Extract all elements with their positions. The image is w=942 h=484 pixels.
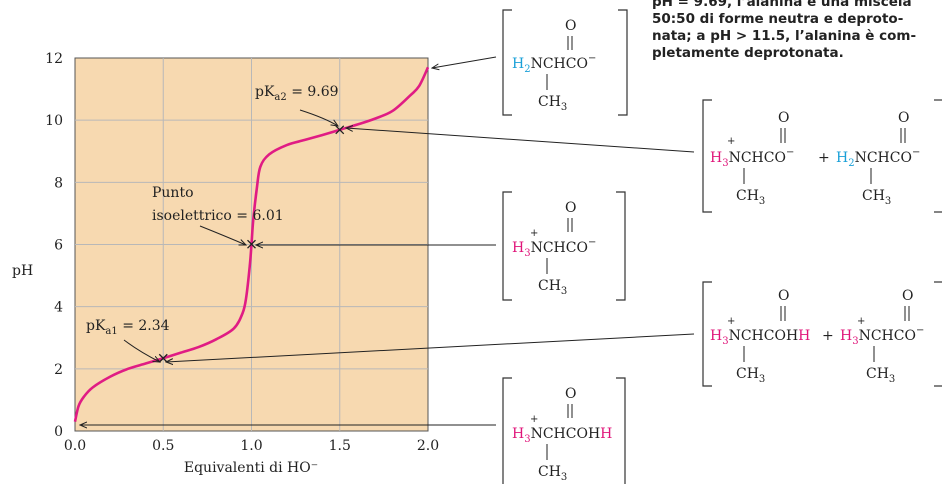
- svg-text:H3NCHCO−: H3NCHCO−: [512, 237, 596, 259]
- svg-text:O: O: [565, 18, 576, 34]
- svg-text:+: +: [822, 328, 834, 344]
- svg-text:+: +: [530, 414, 538, 425]
- svg-text:CH3: CH3: [736, 366, 765, 385]
- isoelectric-label-line1: Punto: [152, 185, 194, 201]
- svg-text:CH3: CH3: [736, 188, 765, 207]
- arrow-to-pka2: [346, 128, 695, 153]
- pka2-arrow: [299, 109, 338, 126]
- y-tick-label: 4: [54, 300, 63, 316]
- point-marker-x: [335, 125, 345, 135]
- svg-text:+: +: [818, 150, 830, 166]
- structure-mix-pka2: O + H3NCHCO− CH3 + O H2NCHCO− CH3: [702, 99, 942, 213]
- pka2-label: pKa2 = 9.69: [255, 84, 339, 103]
- isoelectric-arrow: [199, 225, 246, 245]
- svg-text:O: O: [898, 110, 909, 126]
- svg-text:CH3: CH3: [862, 188, 891, 207]
- svg-text:CH3: CH3: [538, 464, 567, 483]
- pka1-label: pKa1 = 2.34: [86, 318, 170, 337]
- svg-text:CH3: CH3: [866, 366, 895, 385]
- caption-line: 50:50 di forme neutra e deproto-: [652, 11, 904, 27]
- svg-text:CH3: CH3: [538, 278, 567, 297]
- svg-text:O: O: [902, 288, 913, 304]
- svg-text:H3NCHCO−: H3NCHCO−: [840, 325, 924, 347]
- y-axis-title: pH: [12, 263, 33, 279]
- structure-deprotonated: O H2NCHCO− CH3: [502, 9, 628, 116]
- caption-line: nata; a pH > 11.5, l’alanina è com-: [652, 28, 917, 44]
- x-tick-label: 1.0: [240, 438, 262, 454]
- svg-text:H2NCHCO−: H2NCHCO−: [836, 147, 920, 169]
- y-tick-label: 10: [45, 113, 63, 129]
- y-tick-label: 8: [54, 175, 63, 191]
- svg-text:CH3: CH3: [538, 94, 567, 113]
- svg-text:+: +: [857, 316, 865, 327]
- svg-text:H3NCHCO−: H3NCHCO−: [710, 147, 794, 169]
- structure-mix-pka1: O + H3NCHCOHH CH3 + O + H3NCHCO− CH3: [702, 281, 942, 387]
- svg-text:+: +: [727, 316, 735, 327]
- svg-text:O: O: [778, 288, 789, 304]
- x-tick-label: 2.0: [417, 438, 439, 454]
- y-tick-label: 12: [45, 51, 63, 67]
- isoelectric-label-line2: isoelettrico = 6.01: [152, 208, 284, 224]
- svg-text:H3NCHCOHH: H3NCHCOHH: [512, 426, 612, 445]
- svg-text:O: O: [565, 200, 576, 216]
- svg-text:+: +: [530, 228, 538, 239]
- x-tick-label: 0.0: [64, 438, 86, 454]
- svg-text:O: O: [565, 386, 576, 402]
- x-axis-title: Equivalenti di HO⁻: [184, 460, 318, 476]
- arrow-to-end: [432, 56, 497, 68]
- caption-line: pH = 9.69, l’alanina è una miscela: [652, 0, 912, 10]
- caption-line: pletamente deprotonata.: [652, 45, 844, 61]
- svg-text:O: O: [778, 110, 789, 126]
- titration-curve: [73, 66, 430, 422]
- svg-text:+: +: [727, 136, 735, 147]
- x-tick-label: 0.5: [152, 438, 174, 454]
- pka1-arrow: [123, 339, 160, 362]
- structure-protonated: O + H3NCHCOHH CH3: [502, 377, 626, 484]
- caption-text: pH = 9.69, l’alanina è una miscela 50:50…: [652, 0, 942, 62]
- key-point-markers: [158, 125, 345, 363]
- axis-ticks: 0.0 0.5 1.0 1.5 2.0 0 2 4 6 8 10 12: [45, 51, 439, 454]
- svg-text:H2NCHCO−: H2NCHCO−: [512, 53, 596, 75]
- y-tick-label: 0: [54, 424, 63, 440]
- svg-text:H3NCHCOHH: H3NCHCOHH: [710, 328, 810, 347]
- point-marker-x: [247, 239, 256, 249]
- y-tick-label: 6: [54, 238, 63, 254]
- arrow-to-pka1: [166, 333, 695, 362]
- structure-zwitterion: O + H3NCHCO− CH3: [502, 191, 626, 301]
- y-tick-label: 2: [54, 362, 63, 378]
- x-tick-label: 1.5: [329, 438, 351, 454]
